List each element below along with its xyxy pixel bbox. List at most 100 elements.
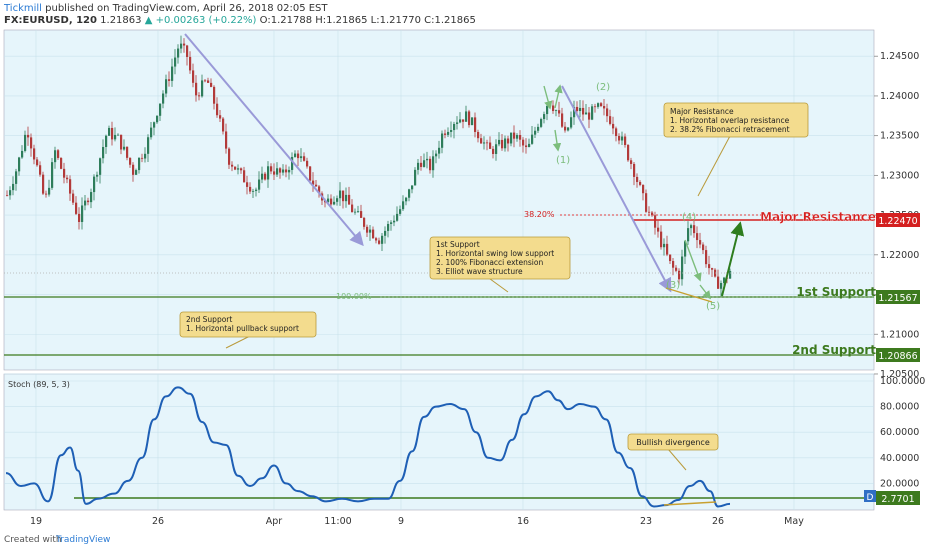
candle-body-77 bbox=[237, 168, 240, 170]
candle-body-98 bbox=[300, 156, 303, 159]
bullish-projection-arrow[interactable] bbox=[721, 221, 745, 297]
time-tick-label-6: 23 bbox=[640, 516, 652, 527]
candle-body-12 bbox=[42, 174, 45, 194]
candle-body-203 bbox=[615, 128, 618, 137]
time-tick-label-3: 11:00 bbox=[324, 516, 351, 527]
candle-body-139 bbox=[423, 160, 426, 167]
candle-body-145 bbox=[441, 133, 444, 148]
candle-body-228 bbox=[690, 225, 693, 229]
candle-body-225 bbox=[681, 256, 684, 280]
candle-body-76 bbox=[234, 166, 237, 170]
first-support-note-title: 1st Support bbox=[436, 240, 480, 249]
candle-body-49 bbox=[153, 122, 156, 128]
candle-body-25 bbox=[81, 205, 84, 222]
stoch-title: Stoch (89, 5, 3) bbox=[8, 380, 70, 389]
author-link[interactable]: Tickmill bbox=[4, 3, 42, 14]
stoch-tick-label-0: 100.0000 bbox=[880, 376, 925, 387]
chart-header: Tickmill published on TradingView.com, A… bbox=[0, 0, 932, 28]
candle-body-171 bbox=[519, 134, 522, 140]
candle-body-196 bbox=[594, 106, 597, 108]
first-support-note-line-2: 2. 100% Fibonacci extension bbox=[436, 258, 543, 267]
candle-body-9 bbox=[33, 148, 36, 160]
candle-body-19 bbox=[63, 168, 66, 178]
first-support-price-tag-text: 1.21567 bbox=[878, 293, 917, 304]
major-resistance-note[interactable] bbox=[663, 102, 809, 138]
second-support-note-title: 2nd Support bbox=[186, 315, 232, 324]
candle-body-221 bbox=[669, 254, 672, 262]
candle-body-141 bbox=[429, 158, 432, 171]
publish-line: Tickmill published on TradingView.com, A… bbox=[4, 3, 328, 14]
candle-body-190 bbox=[576, 106, 579, 112]
candle-body-96 bbox=[294, 153, 297, 157]
wave-arrow-5 bbox=[699, 284, 712, 300]
divergence-line-stoch bbox=[663, 501, 717, 506]
time-tick-label-8: May bbox=[784, 516, 804, 527]
candle-body-24 bbox=[78, 213, 81, 222]
candle-body-177 bbox=[537, 126, 540, 131]
candle-body-231 bbox=[699, 240, 702, 245]
candle-body-204 bbox=[618, 136, 621, 141]
candle-body-189 bbox=[573, 106, 576, 118]
first-support-note-line-3: 3. Elliot wave structure bbox=[436, 267, 523, 276]
time-tick-label-2: Apr bbox=[266, 516, 283, 527]
candle-body-115 bbox=[351, 204, 354, 213]
time-axis[interactable]: 19 26 Apr 11:00 9 16 23 26 May bbox=[30, 516, 804, 527]
bullish-divergence-note[interactable] bbox=[627, 433, 719, 451]
candle-body-38 bbox=[120, 134, 123, 150]
candle-body-79 bbox=[243, 170, 246, 183]
wave-label-2: (2) bbox=[596, 82, 610, 93]
candle-body-191 bbox=[579, 107, 582, 112]
price-chart[interactable]: 38.20% 100.00% Major Resistance 1st Supp… bbox=[0, 28, 932, 530]
candle-body-136 bbox=[414, 169, 417, 186]
time-tick-label-4: 9 bbox=[398, 516, 404, 527]
candle-body-97 bbox=[297, 153, 300, 159]
candle-body-167 bbox=[507, 138, 510, 144]
second-support-note[interactable] bbox=[179, 311, 317, 338]
stoch-tick-label-3: 40.0000 bbox=[880, 453, 919, 464]
candle-body-64 bbox=[198, 95, 201, 97]
price-tick-label-5: 1.22000 bbox=[880, 250, 919, 261]
tradingview-logo[interactable]: TradingView bbox=[56, 535, 111, 545]
candle-body-223 bbox=[675, 267, 678, 271]
candle-body-103 bbox=[315, 184, 318, 187]
first-support-note[interactable] bbox=[429, 236, 571, 280]
candle-body-40 bbox=[126, 146, 129, 158]
candle-body-172 bbox=[522, 139, 525, 146]
first-support-price-tag bbox=[876, 290, 920, 304]
candle-body-10 bbox=[36, 159, 39, 166]
candle-body-182 bbox=[552, 105, 555, 112]
stoch-axis[interactable]: 100.0000 80.0000 60.0000 40.0000 20.0000 bbox=[880, 376, 925, 489]
candle-body-16 bbox=[54, 150, 57, 163]
candle-body-33 bbox=[105, 135, 108, 147]
candle-body-3 bbox=[15, 171, 18, 184]
second-support-price-tag-text: 1.20866 bbox=[878, 351, 917, 362]
candle-body-151 bbox=[459, 119, 462, 123]
candle-body-14 bbox=[48, 187, 51, 195]
candle-body-30 bbox=[96, 174, 99, 177]
candle-body-92 bbox=[282, 169, 285, 173]
candle-body-1 bbox=[9, 190, 12, 196]
created-with-text: Created with bbox=[4, 535, 62, 545]
down-move-arrow-2 bbox=[561, 85, 672, 293]
candle-body-134 bbox=[408, 189, 411, 198]
candle-body-88 bbox=[270, 166, 273, 172]
candle-body-0 bbox=[6, 195, 9, 197]
candle-body-75 bbox=[231, 164, 234, 167]
candle-body-238 bbox=[720, 282, 723, 289]
candle-body-22 bbox=[72, 193, 75, 203]
candle-body-218 bbox=[660, 231, 663, 248]
last-price: 1.21863 bbox=[100, 15, 142, 26]
candle-body-168 bbox=[510, 132, 513, 144]
candle-body-70 bbox=[216, 103, 219, 116]
candle-body-85 bbox=[261, 173, 264, 180]
candle-body-17 bbox=[57, 150, 60, 158]
candle-body-57 bbox=[177, 48, 180, 58]
chart-footer: Created with TradingView bbox=[0, 530, 932, 550]
major-resistance-note-title: Major Resistance bbox=[670, 107, 734, 116]
stoch-d-badge[interactable] bbox=[864, 490, 876, 502]
stoch-value-tag-text: 2.7701 bbox=[881, 494, 914, 505]
candle-body-130 bbox=[396, 213, 399, 221]
candle-body-232 bbox=[702, 244, 705, 251]
time-tick-label-5: 16 bbox=[517, 516, 529, 527]
wave-arrow-2 bbox=[554, 84, 563, 109]
